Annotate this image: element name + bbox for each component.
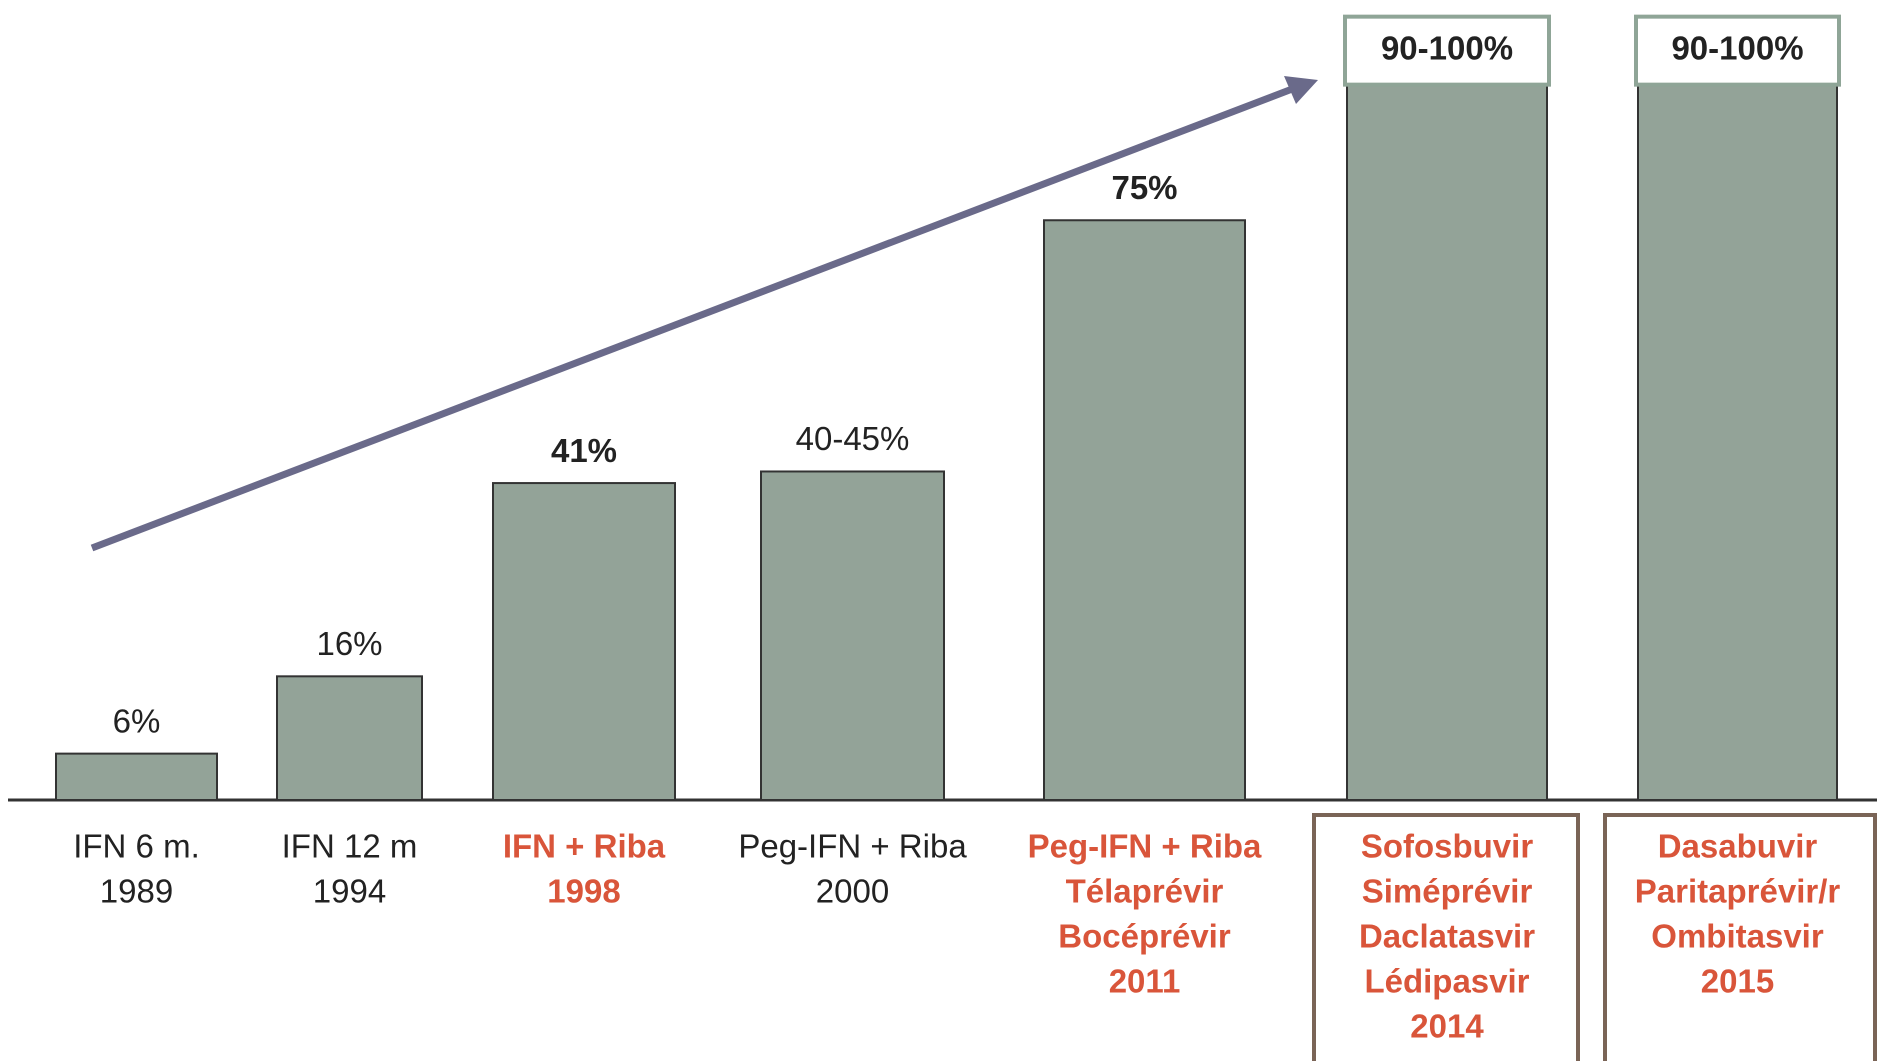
category-label: Daclatasvir bbox=[1359, 918, 1535, 955]
category-label: Ombitasvir bbox=[1651, 918, 1824, 955]
arrow-head bbox=[1284, 76, 1318, 104]
bar bbox=[492, 482, 676, 801]
category-label: Lédipasvir bbox=[1364, 963, 1529, 1000]
category-label: Dasabuvir bbox=[1658, 828, 1818, 865]
category-label: 2015 bbox=[1701, 963, 1774, 1000]
category-label: IFN + Riba bbox=[503, 828, 666, 865]
category-label: Télaprévir bbox=[1066, 873, 1224, 910]
value-label: 6% bbox=[113, 702, 161, 739]
bar bbox=[276, 675, 423, 802]
value-label: 41% bbox=[551, 432, 617, 469]
category-label: 1989 bbox=[100, 873, 173, 910]
category-label: 1994 bbox=[313, 873, 386, 910]
category-label: Sofosbuvir bbox=[1361, 828, 1534, 865]
bar bbox=[1043, 219, 1246, 801]
category-label: IFN 12 m bbox=[282, 828, 418, 865]
category-label: Peg-IFN + Riba bbox=[738, 828, 967, 865]
bar bbox=[1346, 64, 1548, 801]
category-label: Peg-IFN + Riba bbox=[1028, 828, 1262, 865]
value-label: 90-100% bbox=[1671, 29, 1803, 66]
value-label: 90-100% bbox=[1381, 29, 1513, 66]
category-box bbox=[1603, 813, 1877, 1061]
value-label: 75% bbox=[1111, 169, 1177, 206]
category-label: 2014 bbox=[1410, 1008, 1484, 1045]
value-label: 40-45% bbox=[796, 420, 910, 457]
trend-arrow bbox=[90, 82, 1302, 552]
bar bbox=[55, 752, 218, 801]
value-label: 16% bbox=[316, 625, 382, 662]
category-label: 2000 bbox=[816, 873, 889, 910]
value-label-box bbox=[1343, 14, 1551, 87]
category-label: IFN 6 m. bbox=[73, 828, 200, 865]
bar bbox=[760, 470, 945, 801]
bar bbox=[1637, 64, 1838, 801]
category-label: Bocéprévir bbox=[1058, 918, 1231, 955]
category-label: 2011 bbox=[1109, 963, 1181, 1000]
category-box bbox=[1312, 813, 1580, 1061]
category-label: Siméprévir bbox=[1362, 873, 1533, 910]
value-label-box bbox=[1634, 14, 1841, 87]
category-label: 1998 bbox=[547, 873, 620, 910]
category-label: Paritaprévir/r bbox=[1635, 873, 1841, 910]
